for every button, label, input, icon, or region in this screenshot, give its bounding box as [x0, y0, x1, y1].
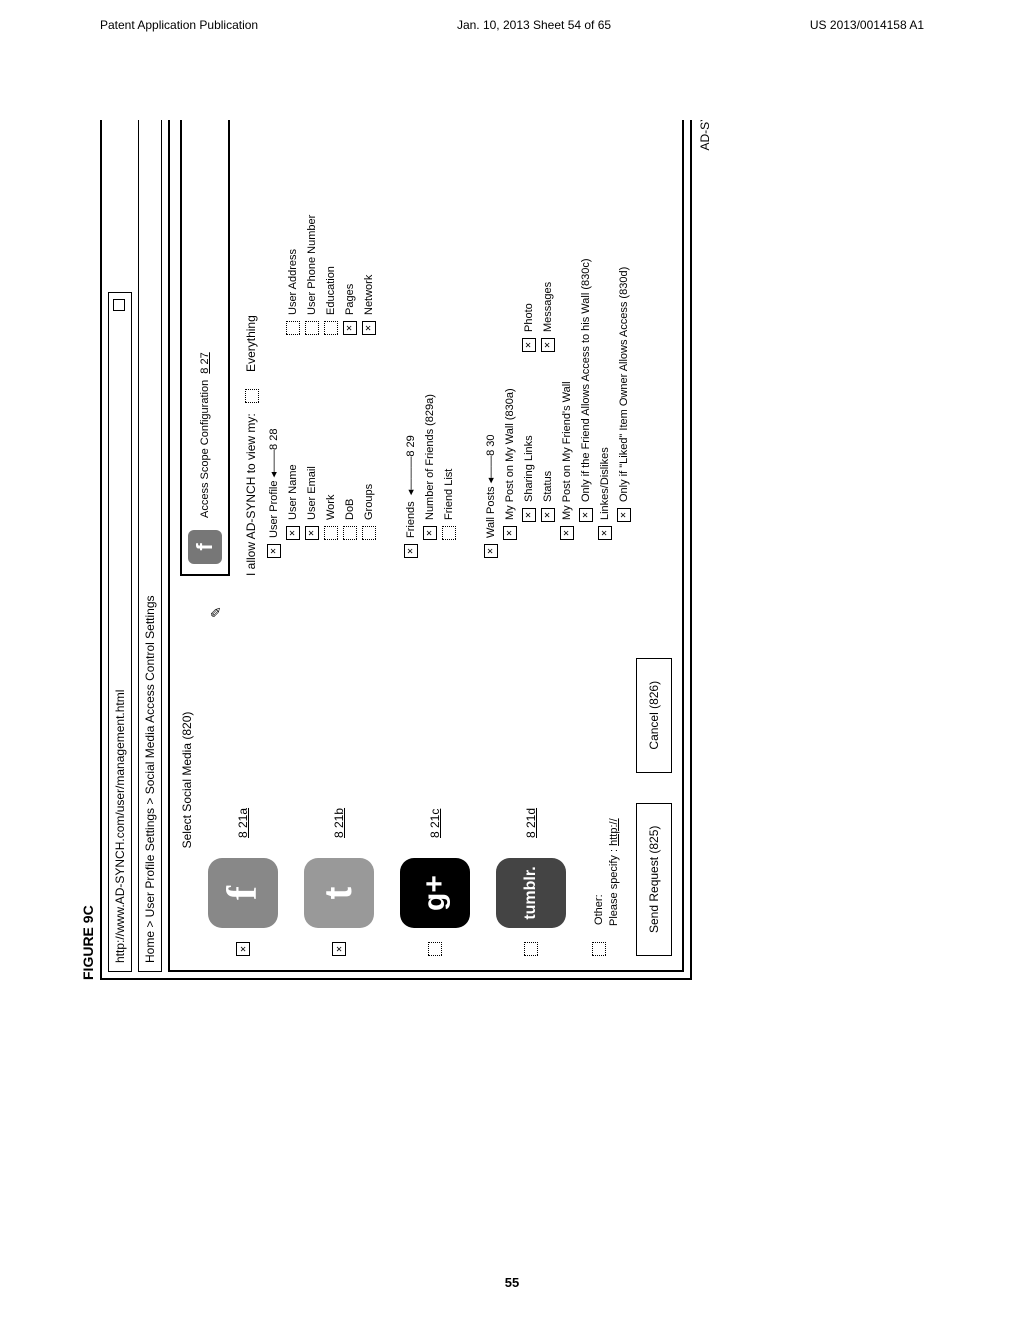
user-profile-group: User Profile ◂—— 8 28 User NameUser Addr…: [267, 120, 376, 558]
cb-useremail[interactable]: [305, 526, 319, 540]
right-column: ✎ f Access Scope Configuration 8 27 I al…: [170, 120, 682, 590]
see-more-1[interactable]: See more <<: [382, 120, 394, 576]
cb-useraddress[interactable]: [286, 321, 300, 335]
header-right: US 2013/0014158 A1: [810, 18, 924, 32]
social-row-twitter: t 8 21b: [304, 604, 374, 956]
browser-frame: http://www.AD-SYNCH.com/user/management.…: [100, 120, 692, 980]
social-row-gplus: g+ 8 21c: [400, 604, 470, 956]
url-bar[interactable]: http://www.AD-SYNCH.com/user/management.…: [108, 292, 132, 972]
ref-821c: 8 21c: [428, 809, 442, 838]
everything-label: Everything: [244, 315, 258, 372]
cb-numfriends[interactable]: [423, 526, 437, 540]
cb-sharinglinks[interactable]: [522, 508, 536, 522]
cb-username[interactable]: [286, 526, 300, 540]
send-request-button[interactable]: Send Request (825): [636, 803, 672, 956]
cb-mypostfriendwall[interactable]: [560, 526, 574, 540]
facebook-icon[interactable]: f: [208, 858, 278, 928]
other-label: Other:: [593, 894, 605, 925]
main-panel: Select Social Media (820) f 8 21a t 8 21…: [168, 120, 684, 972]
tumblr-icon[interactable]: tumblr.: [496, 858, 566, 928]
cb-userphone[interactable]: [305, 321, 319, 335]
wall-group: Wall Posts ◂—— 8 30 My Post on My Wall (…: [484, 120, 631, 558]
figure-label: FIGURE 9C: [80, 120, 96, 980]
ref-821d: 8 21d: [524, 808, 538, 838]
cb-pages[interactable]: [343, 321, 357, 335]
friends-group: Friends ◂——— 8 29 Number of Friends (829…: [404, 120, 456, 558]
social-row-tumblr: tumblr. 8 21d: [496, 604, 566, 956]
twitter-icon[interactable]: t: [304, 858, 374, 928]
checkbox-other[interactable]: [592, 942, 606, 956]
checkbox-facebook[interactable]: [236, 942, 250, 956]
checkbox-twitter[interactable]: [332, 942, 346, 956]
breadcrumb[interactable]: Home > User Profile Settings > Social Me…: [138, 120, 162, 972]
checkbox-tumblr[interactable]: [524, 942, 538, 956]
header-center: Jan. 10, 2013 Sheet 54 of 65: [457, 18, 611, 32]
ref-821a: 8 21a: [236, 808, 250, 838]
patent-header: Patent Application Publication Jan. 10, …: [0, 0, 1024, 40]
cb-onlyiffriend[interactable]: [579, 508, 593, 522]
cb-messages[interactable]: [541, 338, 555, 352]
scope-title: Access Scope Configuration: [199, 380, 211, 518]
cb-likesdislikes[interactable]: [598, 526, 612, 540]
cb-photo[interactable]: [522, 338, 536, 352]
sheet-number: 55: [0, 1275, 1024, 1290]
ref-821b: 8 21b: [332, 808, 346, 838]
footer-label: AD-SYNCH Example Web UI: User Authorizat…: [698, 120, 712, 980]
checkbox-everything[interactable]: [245, 389, 259, 403]
cb-dob[interactable]: [343, 526, 357, 540]
gplus-icon[interactable]: g+: [400, 858, 470, 928]
button-row: Send Request (825) Cancel (826): [636, 604, 672, 956]
header-left: Patent Application Publication: [100, 18, 258, 32]
checkbox-friends[interactable]: [404, 544, 418, 558]
cb-groups[interactable]: [362, 526, 376, 540]
other-row: Other: Please specify : http://: [592, 604, 620, 956]
ref-827: 8 27: [199, 352, 211, 373]
pencil-icon: ✎: [208, 606, 225, 618]
allow-line: I allow AD-SYNCH to view my: Everything: [244, 120, 259, 576]
scope-header: f Access Scope Configuration 8 27: [180, 120, 230, 576]
cancel-button[interactable]: Cancel (826): [636, 658, 672, 773]
scope-facebook-icon: f: [188, 530, 222, 564]
cb-status[interactable]: [541, 508, 555, 522]
other-url-input[interactable]: http://: [608, 818, 620, 846]
left-column: Select Social Media (820) f 8 21a t 8 21…: [170, 590, 682, 970]
social-row-facebook: f 8 21a: [208, 604, 278, 956]
cb-mypostmywall[interactable]: [503, 526, 517, 540]
cb-education[interactable]: [324, 321, 338, 335]
cb-work[interactable]: [324, 526, 338, 540]
cb-network[interactable]: [362, 321, 376, 335]
see-more-3[interactable]: See more <<: [637, 120, 649, 576]
cb-onlyifliked[interactable]: [617, 508, 631, 522]
checkbox-user-profile[interactable]: [267, 544, 281, 558]
checkbox-gplus[interactable]: [428, 942, 442, 956]
cb-friendlist[interactable]: [442, 526, 456, 540]
checkbox-wallposts[interactable]: [484, 544, 498, 558]
see-more-2[interactable]: See more <<: [462, 120, 474, 576]
specify-label: Please specify :: [608, 849, 620, 926]
select-social-title: Select Social Media (820): [180, 604, 194, 956]
